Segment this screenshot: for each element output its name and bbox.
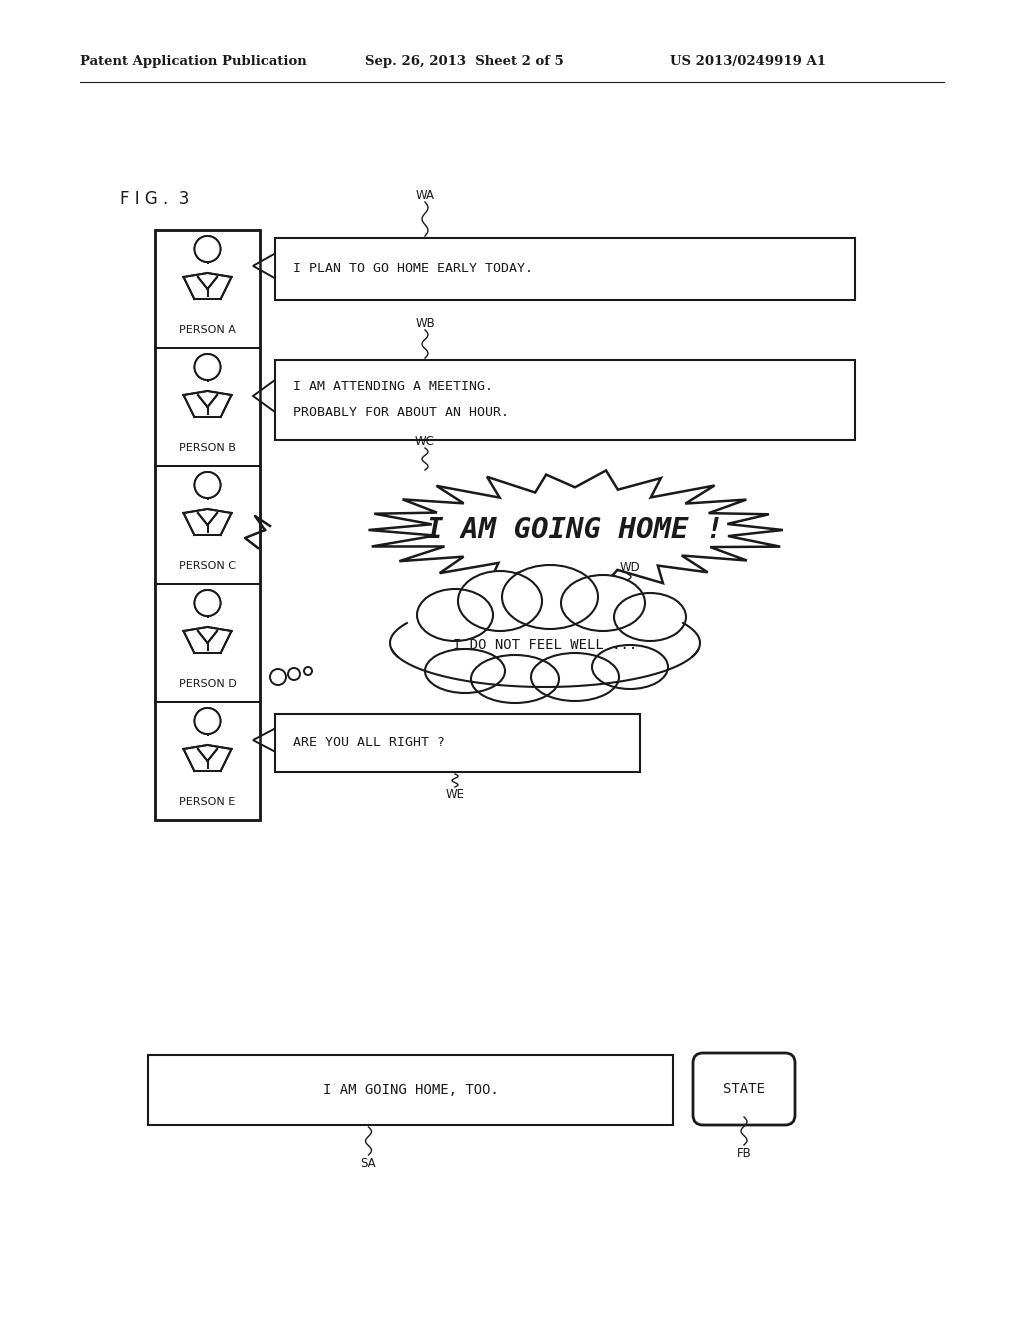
Polygon shape — [369, 470, 783, 589]
Ellipse shape — [417, 589, 493, 642]
Ellipse shape — [390, 599, 700, 686]
Text: PERSON B: PERSON B — [179, 444, 236, 453]
Bar — [157, 350, 258, 465]
Text: WD: WD — [620, 561, 641, 574]
Circle shape — [288, 668, 300, 680]
Text: WC: WC — [415, 436, 435, 447]
Ellipse shape — [471, 655, 559, 704]
Circle shape — [195, 708, 220, 734]
Bar — [155, 230, 260, 820]
Text: PERSON E: PERSON E — [179, 797, 236, 807]
Ellipse shape — [425, 649, 505, 693]
Ellipse shape — [531, 653, 618, 701]
Ellipse shape — [561, 576, 645, 631]
Polygon shape — [253, 380, 275, 412]
Bar — [155, 230, 260, 820]
Ellipse shape — [592, 645, 668, 689]
Text: I AM GOING HOME, TOO.: I AM GOING HOME, TOO. — [323, 1082, 499, 1097]
Circle shape — [195, 236, 220, 261]
Circle shape — [195, 236, 220, 261]
Text: PERSON D: PERSON D — [178, 678, 237, 689]
Text: WE: WE — [445, 788, 465, 801]
Text: Patent Application Publication: Patent Application Publication — [80, 55, 307, 69]
Circle shape — [195, 354, 220, 380]
FancyBboxPatch shape — [693, 1053, 795, 1125]
Text: WB: WB — [415, 317, 435, 330]
Ellipse shape — [614, 593, 686, 642]
Bar — [157, 586, 258, 700]
Text: I DO NOT FEEL WELL ...: I DO NOT FEEL WELL ... — [453, 638, 637, 652]
Ellipse shape — [458, 572, 542, 631]
Circle shape — [195, 590, 220, 616]
Text: US 2013/0249919 A1: US 2013/0249919 A1 — [670, 55, 826, 69]
Text: PERSON C: PERSON C — [179, 561, 236, 572]
Circle shape — [195, 708, 220, 734]
Text: Sep. 26, 2013  Sheet 2 of 5: Sep. 26, 2013 Sheet 2 of 5 — [365, 55, 564, 69]
Bar — [157, 704, 258, 818]
Bar — [275, 238, 855, 300]
Circle shape — [195, 354, 220, 380]
Polygon shape — [253, 729, 275, 751]
Text: I AM GOING HOME !: I AM GOING HOME ! — [426, 516, 724, 544]
Circle shape — [195, 473, 220, 498]
Circle shape — [195, 473, 220, 498]
Text: STATE: STATE — [723, 1082, 765, 1096]
Text: PERSON A: PERSON A — [179, 325, 236, 335]
Polygon shape — [253, 253, 275, 279]
Bar — [148, 1055, 673, 1125]
Text: F I G .  3: F I G . 3 — [120, 190, 189, 209]
Circle shape — [304, 667, 312, 675]
Bar — [275, 360, 855, 440]
Text: SA: SA — [360, 1158, 376, 1170]
Text: I PLAN TO GO HOME EARLY TODAY.: I PLAN TO GO HOME EARLY TODAY. — [293, 263, 534, 276]
Bar — [157, 469, 258, 582]
Text: PROBABLY FOR ABOUT AN HOUR.: PROBABLY FOR ABOUT AN HOUR. — [293, 407, 509, 420]
Bar — [275, 714, 640, 772]
Text: ARE YOU ALL RIGHT ?: ARE YOU ALL RIGHT ? — [293, 737, 445, 750]
Bar — [157, 232, 258, 346]
Circle shape — [270, 669, 286, 685]
Text: WA: WA — [416, 189, 434, 202]
Text: FB: FB — [736, 1147, 752, 1160]
Circle shape — [195, 590, 220, 616]
Ellipse shape — [502, 565, 598, 630]
Text: I AM ATTENDING A MEETING.: I AM ATTENDING A MEETING. — [293, 380, 493, 393]
